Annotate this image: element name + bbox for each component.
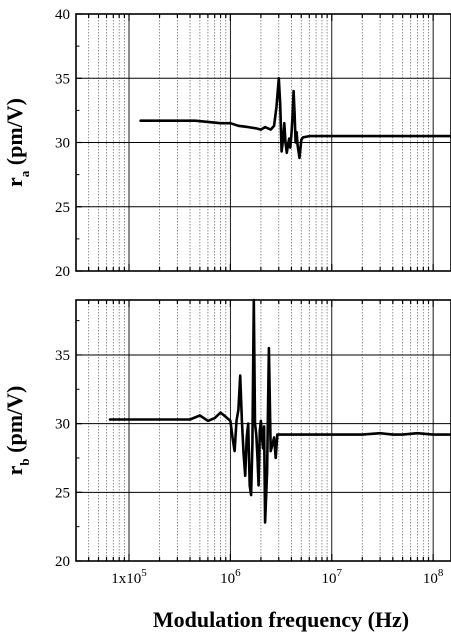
x-tick-label-exponent: 5 (141, 567, 147, 579)
x-ticks (88, 300, 434, 561)
y-axis-label: ra (pm/V) (2, 98, 32, 187)
y-tick-label: 40 (55, 7, 70, 23)
series-line (108, 298, 451, 524)
y-tick-label: 20 (55, 264, 70, 280)
grid (76, 14, 451, 271)
x-tick-label-base: 1x10 (111, 571, 141, 587)
grid (76, 300, 451, 561)
y-tick-label: 25 (55, 200, 70, 216)
y-tick-label: 35 (55, 71, 70, 87)
x-tick-label: 108 (423, 567, 444, 587)
y-tick-label: 35 (55, 348, 70, 364)
y-axis-label-main: r (2, 177, 27, 187)
y-axis-label-main: r (2, 465, 27, 475)
x-tick-label: 106 (220, 567, 241, 587)
x-tick-label-exponent: 7 (337, 567, 343, 579)
x-tick-label-exponent: 8 (438, 567, 444, 579)
series-line (139, 77, 451, 160)
axes-frame (75, 299, 451, 562)
x-tick-label: 107 (322, 567, 343, 587)
x-ticks (88, 14, 434, 271)
chart-panel-a: 20 25 30 35 40 ra (pm/V) (2, 7, 451, 280)
y-tick-label: 25 (55, 485, 70, 501)
y-tick-label: 30 (55, 417, 70, 433)
y-axis-label: rb (pm/V) (2, 386, 32, 476)
y-axis-label-subscript: b (17, 458, 32, 465)
x-axis-label: Modulation frequency (Hz) (153, 607, 409, 632)
y-axis-label-unit: (pm/V) (2, 98, 27, 171)
x-tick-label-base: 10 (220, 571, 235, 587)
y-axis-label-subscript: a (17, 170, 32, 177)
y-axis-label-unit: (pm/V) (2, 386, 27, 459)
x-tick-label-base: 10 (322, 571, 337, 587)
y-tick-label: 20 (55, 554, 70, 570)
x-tick-label: 1x105 (111, 567, 147, 587)
x-tick-label-base: 10 (423, 571, 438, 587)
x-tick-label-exponent: 6 (235, 567, 241, 579)
y-tick-label: 30 (55, 136, 70, 152)
